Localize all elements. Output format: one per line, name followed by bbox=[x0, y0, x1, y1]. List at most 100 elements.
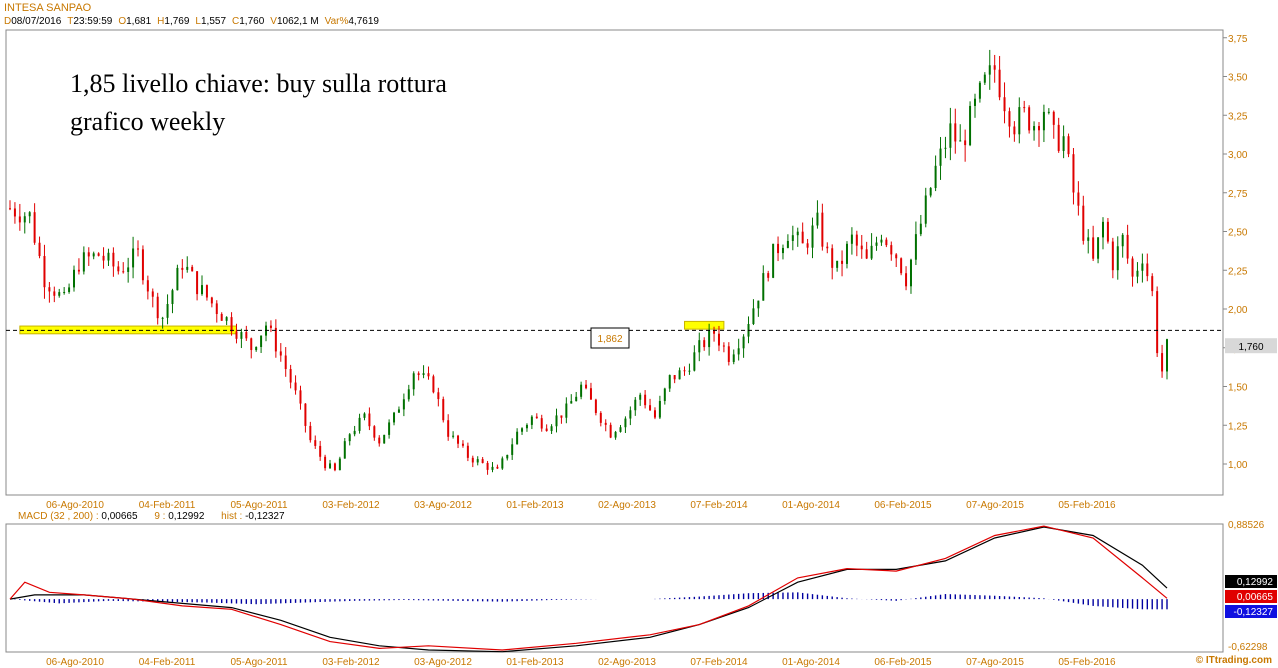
candle-body bbox=[934, 165, 937, 189]
candle-body bbox=[624, 418, 627, 428]
candle-body bbox=[422, 373, 425, 375]
candle-body bbox=[48, 287, 51, 292]
info-key: V bbox=[270, 16, 277, 27]
candle-body bbox=[969, 105, 972, 146]
candle-body bbox=[220, 314, 223, 321]
candle-body bbox=[550, 426, 553, 432]
candle-body bbox=[885, 239, 888, 246]
candle-body bbox=[82, 252, 85, 272]
info-key: C bbox=[232, 16, 240, 27]
candle-body bbox=[250, 338, 253, 351]
candle-body bbox=[801, 231, 804, 244]
candle-body bbox=[171, 290, 174, 305]
candle-body bbox=[402, 399, 405, 410]
macd-badge-text: 0,00665 bbox=[1237, 592, 1274, 603]
candle-body bbox=[343, 441, 346, 459]
candle-body bbox=[230, 317, 233, 332]
signal-value: 0,12992 bbox=[168, 511, 205, 522]
candle-body bbox=[535, 416, 538, 419]
candle-body bbox=[452, 435, 455, 437]
info-key: H bbox=[157, 16, 165, 27]
copyright-footer: © ITtrading.com bbox=[1195, 655, 1272, 666]
candle-body bbox=[850, 234, 853, 244]
candle-body bbox=[314, 440, 317, 446]
candle-body bbox=[634, 399, 637, 411]
candle-body bbox=[447, 420, 450, 437]
candle-body bbox=[964, 140, 967, 146]
candle-body bbox=[117, 266, 120, 272]
y-tick-label: 3,25 bbox=[1228, 111, 1248, 122]
candle-body bbox=[1151, 276, 1154, 292]
candle-body bbox=[97, 253, 100, 256]
candle-body bbox=[1067, 136, 1070, 155]
candle-body bbox=[501, 458, 504, 469]
candle-body bbox=[1141, 263, 1144, 271]
candle-body bbox=[732, 354, 735, 362]
candle-body bbox=[1136, 270, 1139, 277]
candle-body bbox=[521, 428, 524, 432]
candle-body bbox=[663, 388, 666, 401]
candle-body bbox=[1047, 111, 1050, 113]
candle-body bbox=[816, 212, 819, 226]
macd-x-tick-label: 04-Feb-2011 bbox=[139, 657, 196, 668]
macd-x-tick-label: 05-Ago-2011 bbox=[230, 657, 288, 668]
candle-body bbox=[742, 336, 745, 349]
candle-body bbox=[540, 418, 543, 429]
candle-body bbox=[63, 291, 66, 293]
candle-body bbox=[28, 212, 31, 217]
candle-body bbox=[1018, 107, 1021, 135]
candle-body bbox=[181, 267, 184, 270]
candle-body bbox=[875, 242, 878, 246]
candle-body bbox=[954, 123, 957, 142]
candle-body bbox=[127, 267, 130, 272]
candle-body bbox=[442, 399, 445, 421]
hist-label: hist bbox=[221, 511, 237, 522]
candle-body bbox=[393, 412, 396, 423]
candle-body bbox=[1072, 154, 1075, 193]
macd-x-tick-label: 01-Feb-2013 bbox=[506, 657, 564, 668]
candle-body bbox=[358, 417, 361, 431]
macd-bottom-label: -0,62298 bbox=[1228, 642, 1268, 653]
candle-body bbox=[516, 431, 519, 445]
candle-body bbox=[678, 370, 681, 380]
candle-body bbox=[1008, 111, 1011, 127]
candle-body bbox=[269, 325, 272, 328]
macd-params: (32 , 200) bbox=[50, 511, 94, 522]
candle-body bbox=[274, 327, 277, 352]
candle-body bbox=[432, 376, 435, 393]
x-tick-label: 04-Feb-2011 bbox=[139, 500, 196, 511]
candle-body bbox=[427, 373, 430, 377]
y-tick-label: 1,00 bbox=[1228, 460, 1248, 471]
candle-body bbox=[752, 308, 755, 325]
candle-body bbox=[924, 195, 927, 224]
candle-body bbox=[1097, 237, 1100, 259]
candle-body bbox=[973, 98, 976, 106]
candle-body bbox=[412, 373, 415, 390]
info-key: O bbox=[118, 16, 127, 27]
y-tick-label: 2,25 bbox=[1228, 266, 1248, 277]
highlight-zone bbox=[684, 320, 725, 330]
candle-body bbox=[13, 208, 16, 217]
signal-badge-text: 0,12992 bbox=[1237, 577, 1274, 588]
candle-body bbox=[688, 370, 691, 372]
candle-body bbox=[525, 424, 528, 429]
candle-body bbox=[255, 346, 258, 351]
info-key: Var% bbox=[324, 16, 349, 27]
candle-body bbox=[1156, 291, 1159, 354]
candle-body bbox=[870, 245, 873, 259]
macd-x-tick-label: 01-Ago-2014 bbox=[782, 657, 840, 668]
y-tick-label: 2,00 bbox=[1228, 305, 1248, 316]
candle-body bbox=[1033, 126, 1036, 131]
candle-body bbox=[496, 466, 499, 469]
candle-body bbox=[698, 340, 701, 353]
candle-body bbox=[132, 248, 135, 268]
candle-body bbox=[338, 458, 341, 471]
candle-body bbox=[417, 373, 420, 375]
candle-body bbox=[772, 243, 775, 278]
candle-body bbox=[959, 140, 962, 142]
candle-body bbox=[653, 410, 656, 418]
candle-body bbox=[73, 269, 76, 288]
candle-body bbox=[196, 271, 199, 295]
candle-body bbox=[722, 345, 725, 347]
